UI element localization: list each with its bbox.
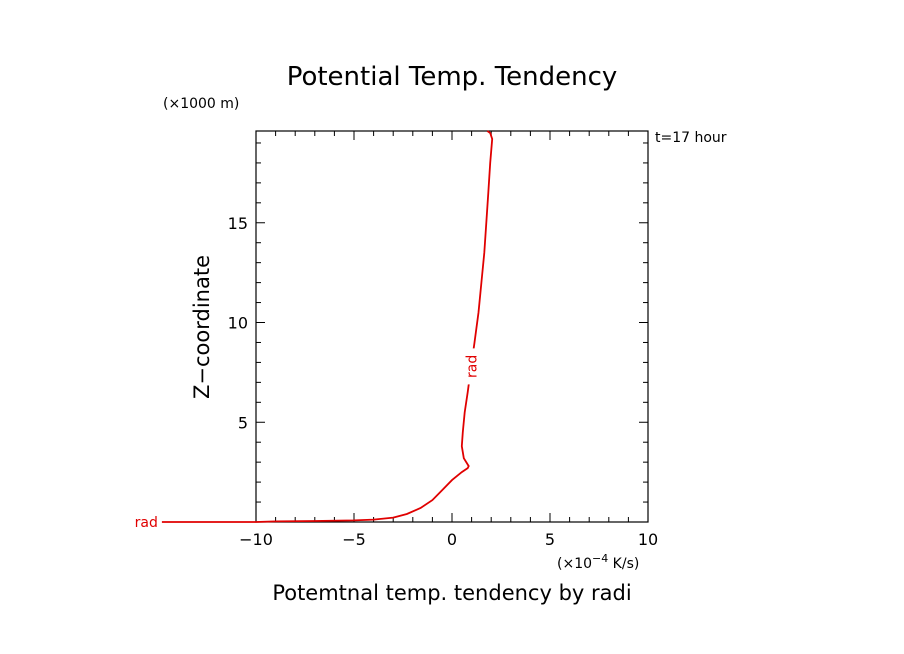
chart-title: Potential Temp. Tendency — [287, 62, 618, 92]
plot-frame — [255, 130, 649, 523]
y-tick-label: 10 — [228, 314, 248, 333]
y-tick-label: 15 — [228, 214, 248, 233]
x-tick-label: −10 — [239, 530, 273, 549]
y-unit-label: (×1000 m) — [163, 96, 239, 112]
x-tick-label: 0 — [447, 530, 457, 549]
time-annotation: t=17 hour — [655, 130, 727, 146]
series-line-rad — [161, 130, 494, 523]
y-tick-label: 5 — [238, 413, 248, 432]
plot-area: −10 −5 0 5 10 5 10 15 rad rad — [135, 130, 658, 549]
y-axis-label: Z−coordinate — [190, 255, 214, 399]
x-tick-label: 10 — [638, 530, 658, 549]
x-unit-label: (×10−4 K/s) — [557, 552, 639, 572]
x-tick-label: 5 — [545, 530, 555, 549]
x-tick-label: −5 — [342, 530, 366, 549]
x-unit-suffix: K/s) — [608, 556, 639, 572]
series-inline-label: rad — [465, 355, 481, 378]
x-unit-exponent: −4 — [592, 552, 608, 565]
series-inline-label-gap — [463, 348, 480, 385]
x-unit-prefix: (×10 — [557, 556, 592, 572]
series-end-label: rad — [135, 515, 158, 531]
x-axis-label: Potemtnal temp. tendency by radi — [272, 581, 631, 605]
